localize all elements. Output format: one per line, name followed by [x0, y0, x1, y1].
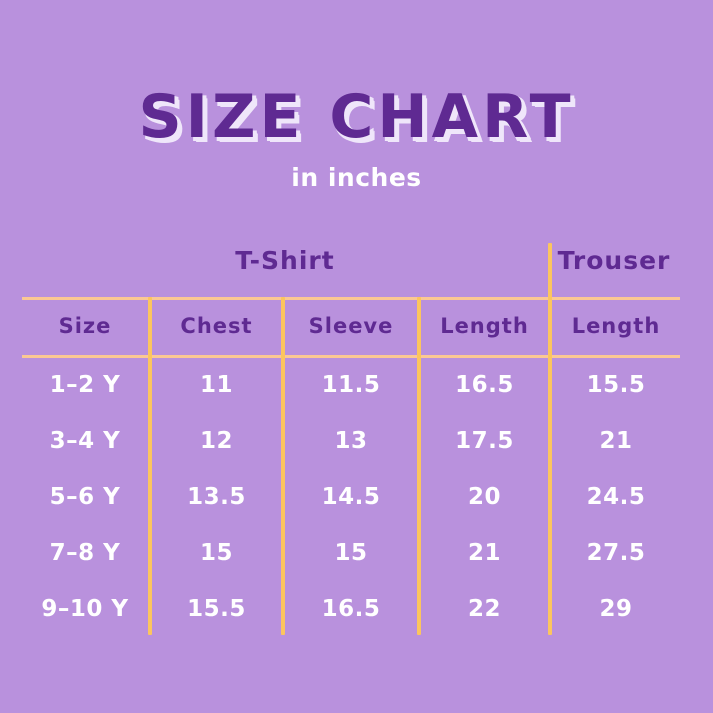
column-header-trouser-length: Length [571, 314, 661, 338]
cell-trouser-length: 29 [599, 596, 633, 622]
section-divider-trouser [548, 243, 552, 635]
cell-chest: 15 [199, 540, 233, 566]
table-row: 7–8 Y 15 15 21 27.5 [22, 526, 680, 582]
cell-trouser-length: 24.5 [586, 484, 646, 510]
page-subtitle: in inches [291, 163, 422, 192]
cell-size: 1–2 Y [49, 372, 121, 398]
title-block: SIZE CHART in inches [0, 86, 713, 192]
column-header-sleeve: Sleeve [308, 314, 394, 338]
cell-sleeve: 15 [334, 540, 368, 566]
table-row: 5–6 Y 13.5 14.5 20 24.5 [22, 470, 680, 526]
column-divider-3 [417, 297, 421, 635]
cell-trouser-length: 15.5 [586, 372, 646, 398]
cell-chest: 12 [199, 428, 233, 454]
group-header-tshirt: T-Shirt [235, 246, 335, 275]
cell-chest: 11 [199, 372, 233, 398]
cell-size: 7–8 Y [49, 540, 121, 566]
cell-size: 3–4 Y [49, 428, 121, 454]
cell-tshirt-length: 22 [467, 596, 501, 622]
table-row: 3–4 Y 12 13 17.5 21 [22, 414, 680, 470]
header-rule-bottom [22, 355, 680, 358]
header-rule-top [22, 297, 680, 300]
cell-tshirt-length: 21 [467, 540, 501, 566]
cell-trouser-length: 27.5 [586, 540, 646, 566]
column-header-size: Size [58, 314, 112, 338]
column-header-chest: Chest [180, 314, 253, 338]
cell-tshirt-length: 17.5 [455, 428, 514, 454]
table-row: 1–2 Y 11 11.5 16.5 15.5 [22, 358, 680, 414]
cell-size: 9–10 Y [41, 596, 129, 622]
group-header-trouser: Trouser [557, 246, 671, 275]
column-header-tshirt-length: Length [440, 314, 529, 338]
data-rows: 1–2 Y 11 11.5 16.5 15.5 3–4 Y 12 13 17.5… [22, 358, 680, 638]
cell-chest: 13.5 [187, 484, 246, 510]
column-divider-1 [148, 297, 152, 635]
cell-sleeve: 14.5 [321, 484, 381, 510]
page-title: SIZE CHART [138, 82, 575, 152]
column-divider-2 [281, 297, 285, 635]
cell-trouser-length: 21 [599, 428, 633, 454]
cell-tshirt-length: 16.5 [455, 372, 514, 398]
table-row: 9–10 Y 15.5 16.5 22 29 [22, 582, 680, 638]
cell-tshirt-length: 20 [467, 484, 501, 510]
group-header-row: T-Shirt Trouser [22, 236, 680, 297]
column-header-row: Size Chest Sleeve Length Length [22, 300, 680, 355]
cell-size: 5–6 Y [49, 484, 121, 510]
cell-sleeve: 11.5 [321, 372, 381, 398]
cell-sleeve: 13 [334, 428, 368, 454]
size-table: T-Shirt Trouser Size Chest Sleeve Length… [22, 236, 680, 638]
cell-sleeve: 16.5 [321, 596, 381, 622]
cell-chest: 15.5 [187, 596, 246, 622]
